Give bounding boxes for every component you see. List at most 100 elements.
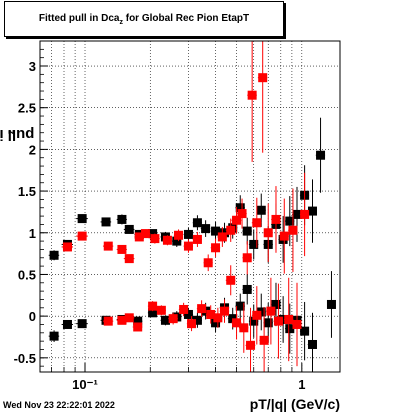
data-point [232, 215, 242, 225]
data-point [192, 234, 202, 244]
chart-title-subscript: z [119, 19, 123, 26]
data-point [150, 234, 160, 244]
data-point [162, 235, 172, 245]
data-point [249, 239, 259, 249]
data-point [232, 318, 242, 328]
data-point [246, 340, 256, 350]
data-point [300, 209, 310, 219]
data-point [140, 229, 150, 239]
y-tick-label: 1 [29, 226, 36, 241]
data-point [183, 309, 193, 319]
data-point [258, 73, 268, 83]
data-point [133, 316, 143, 326]
data-point [256, 205, 266, 215]
data-point [156, 305, 166, 315]
chart-title-box: Fitted pull in Dcaz for Global Rec Pion … [4, 1, 284, 37]
data-point [197, 304, 207, 314]
data-point [213, 313, 223, 323]
data-point [211, 226, 221, 236]
data-point [201, 224, 211, 234]
data-point [242, 284, 252, 294]
x-tick-label: 10⁻¹ [72, 377, 98, 392]
y-tick-label: 1.5 [18, 184, 36, 199]
data-point [278, 314, 288, 324]
data-point [273, 316, 283, 326]
data-point [192, 315, 202, 325]
data-point [77, 319, 87, 329]
data-point [124, 224, 134, 234]
data-point [279, 231, 289, 241]
data-point [148, 229, 158, 239]
data-point [192, 218, 202, 228]
y-tick-label: 3 [29, 59, 36, 74]
data-point [235, 301, 245, 311]
data-point [263, 318, 273, 328]
y-tick-label: 0.5 [18, 267, 36, 282]
data-point [187, 319, 197, 329]
data-point [203, 258, 213, 268]
data-point [242, 226, 252, 236]
data-point [124, 313, 134, 323]
data-point [148, 301, 158, 311]
series-red [61, 41, 310, 372]
data-point [226, 275, 236, 285]
data-point [101, 217, 111, 227]
y-tick-label: 2 [29, 142, 36, 157]
data-point [284, 314, 294, 324]
data-point [237, 209, 247, 219]
data-point [252, 218, 262, 228]
data-point [307, 339, 317, 349]
chart-title: Fitted pull in Dcaz for Global Rec Pion … [5, 13, 283, 26]
data-point [220, 306, 230, 316]
data-point [206, 309, 216, 319]
data-point [160, 315, 170, 325]
data-point [62, 319, 72, 329]
data-point [292, 319, 302, 329]
data-point [263, 228, 273, 238]
data-point [300, 326, 310, 336]
data-point [239, 323, 249, 333]
x-tick-label: 1 [298, 377, 305, 392]
data-point [316, 150, 326, 160]
plot-frame [39, 40, 341, 373]
data-point [172, 236, 182, 246]
data-point [49, 331, 59, 341]
data-point [49, 250, 59, 260]
data-point [242, 253, 252, 263]
y-axis-label-main: pull in Dca [0, 125, 35, 143]
data-point [285, 216, 295, 226]
data-point [103, 316, 113, 326]
data-point [288, 225, 298, 235]
y-tick-label: 0 [29, 309, 36, 324]
data-point [62, 242, 72, 252]
date-stamp: Wed Nov 23 22:22:01 2022 [3, 400, 115, 410]
data-point [183, 241, 193, 251]
data-point [133, 322, 143, 332]
data-point [326, 299, 336, 309]
data-point [252, 310, 262, 320]
data-point [235, 203, 245, 213]
data-point [226, 225, 236, 235]
data-point [211, 318, 221, 328]
data-point [285, 324, 295, 334]
x-axis-label: pT/|q| (GeV/c) [249, 396, 340, 412]
data-point [247, 90, 257, 100]
data-point [271, 214, 281, 224]
data-point [211, 243, 221, 253]
y-axis-label: pull in Dcaz [0, 126, 34, 143]
data-point [117, 214, 127, 224]
data-point [168, 314, 178, 324]
data-points [48, 41, 336, 372]
chart-title-suffix: for Global Rec Pion EtapT [122, 13, 250, 24]
data-point [183, 229, 193, 239]
data-point [103, 241, 113, 251]
data-point [117, 315, 127, 325]
y-tick-label: -0.5 [14, 351, 36, 366]
data-point [117, 244, 127, 254]
data-point [259, 335, 269, 345]
chart-title-main: Fitted pull in Dca [38, 13, 120, 24]
y-tick-label: 2.5 [18, 101, 36, 116]
data-point [77, 231, 87, 241]
data-point [134, 232, 144, 242]
